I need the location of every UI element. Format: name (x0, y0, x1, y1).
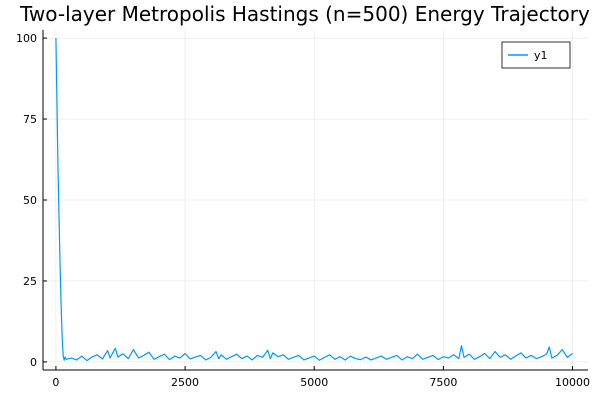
y-tick-label: 100 (16, 32, 37, 45)
legend: y1 (501, 41, 571, 69)
x-tick-label: 0 (52, 376, 59, 389)
x-tick-label: 2500 (171, 376, 199, 389)
y-tick-label: 50 (23, 194, 37, 207)
series-line-y1 (55, 38, 573, 362)
series-layer (55, 38, 573, 362)
x-tick-label: 10000 (555, 376, 590, 389)
axes (42, 30, 588, 371)
x-tick-label: 7500 (429, 376, 457, 389)
tick-labels: 0 2500 5000 7500 10000 0 25 50 75 100 (16, 32, 590, 389)
y-tick-label: 25 (23, 275, 37, 288)
x-tick-label: 5000 (300, 376, 328, 389)
y-tick-label: 0 (30, 356, 37, 369)
grid-lines (43, 30, 588, 370)
legend-label-y1: y1 (534, 49, 548, 62)
chart-title: Two-layer Metropolis Hastings (n=500) En… (20, 2, 590, 26)
y-tick-label: 75 (23, 113, 37, 126)
